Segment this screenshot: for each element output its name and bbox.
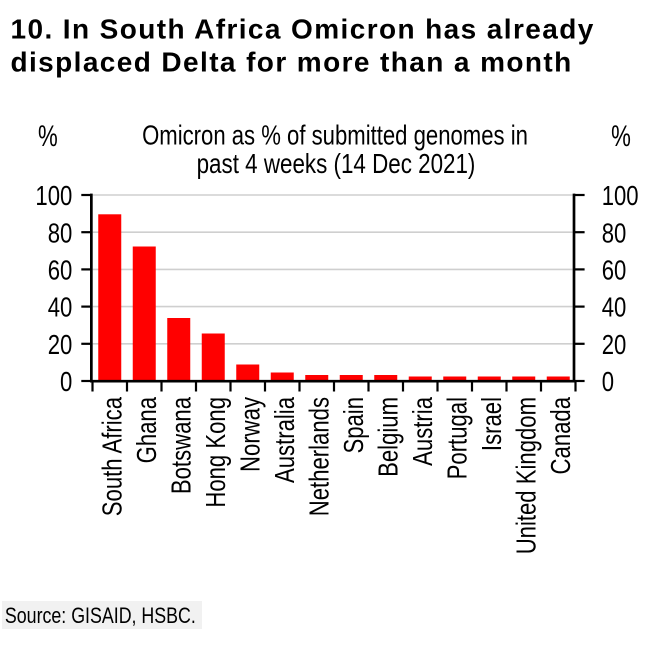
svg-text:60: 60	[602, 255, 627, 286]
svg-text:Israel: Israel	[476, 397, 507, 451]
svg-text:displaced Delta for more than: displaced Delta for more than a month	[11, 47, 573, 78]
svg-text:%: %	[611, 119, 631, 153]
svg-text:Omicron as % of submitted geno: Omicron as % of submitted genomes in	[142, 120, 528, 151]
svg-text:100: 100	[35, 181, 72, 212]
svg-text:20: 20	[48, 329, 73, 360]
svg-text:South Africa: South Africa	[97, 396, 128, 516]
svg-text:100: 100	[602, 181, 639, 212]
svg-text:Canada: Canada	[545, 396, 576, 474]
svg-text:60: 60	[48, 255, 73, 286]
svg-text:Hong Kong: Hong Kong	[200, 397, 231, 508]
svg-text:Portugal: Portugal	[442, 397, 473, 479]
svg-text:Norway: Norway	[235, 397, 266, 472]
svg-text:Belgium: Belgium	[373, 397, 404, 477]
svg-text:past 4 weeks (14 Dec 2021): past 4 weeks (14 Dec 2021)	[197, 149, 476, 180]
svg-text:Austria: Austria	[407, 396, 438, 466]
svg-text:Botswana: Botswana	[166, 396, 197, 494]
svg-text:0: 0	[60, 367, 72, 398]
svg-text:10. In South Africa Omicron ha: 10. In South Africa Omicron has already	[11, 14, 595, 45]
svg-text:Australia: Australia	[269, 396, 300, 483]
svg-text:Spain: Spain	[338, 397, 369, 454]
svg-text:80: 80	[48, 218, 73, 249]
svg-text:0: 0	[602, 367, 614, 398]
svg-text:%: %	[38, 119, 58, 153]
svg-text:40: 40	[48, 292, 73, 323]
svg-text:80: 80	[602, 218, 627, 249]
svg-text:Ghana: Ghana	[131, 396, 162, 463]
svg-text:20: 20	[602, 329, 627, 360]
svg-text:Source: GISAID, HSBC.: Source: GISAID, HSBC.	[5, 604, 196, 628]
svg-text:United Kingdom: United Kingdom	[511, 397, 542, 554]
svg-text:Netherlands: Netherlands	[304, 397, 335, 516]
svg-text:40: 40	[602, 292, 627, 323]
